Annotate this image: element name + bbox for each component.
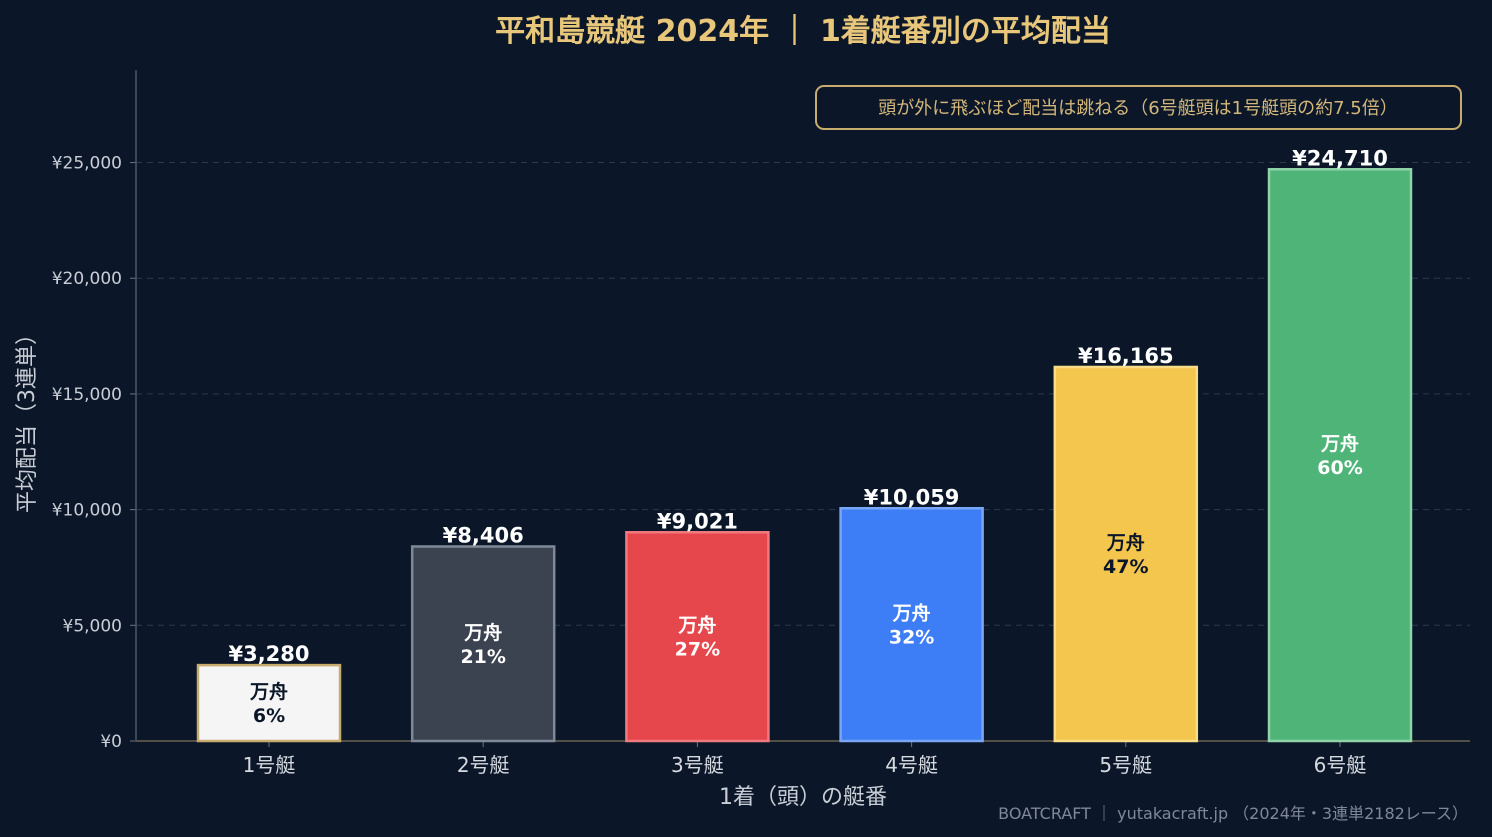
bar-manshu-rate: 32% <box>889 627 934 649</box>
x-tick-label: 6号艇 <box>1314 753 1367 777</box>
bar-manshu-rate: 21% <box>460 646 505 668</box>
bar-manshu-label: 万舟 <box>463 621 502 644</box>
bar-value-label: ¥16,165 <box>1078 344 1174 368</box>
x-tick-label: 3号艇 <box>671 753 724 777</box>
x-tick-label: 1号艇 <box>243 753 296 777</box>
bar-value-label: ¥8,406 <box>443 524 524 548</box>
annotation-text: 頭が外に飛ぶほど配当は跳ねる（6号艇頭は1号艇頭の約7.5倍） <box>878 98 1398 119</box>
y-tick-label: ¥10,000 <box>52 501 122 521</box>
y-tick-label: ¥20,000 <box>52 269 122 289</box>
bar-value-label: ¥24,710 <box>1292 146 1388 170</box>
bar-4 <box>839 507 984 743</box>
bar-manshu-label: 万舟 <box>677 614 716 637</box>
y-tick-label: ¥25,000 <box>52 154 122 174</box>
bar-value-label: ¥3,280 <box>228 642 309 666</box>
bar-manshu-rate: 6% <box>253 705 285 727</box>
bar-manshu-label: 万舟 <box>249 680 288 703</box>
x-axis-title: 1着（頭）の艇番 <box>719 785 887 810</box>
bar-manshu-rate: 47% <box>1103 556 1148 578</box>
annotation-box: 頭が外に飛ぶほど配当は跳ねる（6号艇頭は1号艇頭の約7.5倍） <box>815 85 1462 130</box>
chart-title: 平和島競艇 2024年 ｜ 1着艇番別の平均配当 <box>495 14 1111 49</box>
y-tick-label: ¥15,000 <box>52 385 122 405</box>
x-tick-label: 5号艇 <box>1099 753 1152 777</box>
axis-layer: ¥0 ¥5,000 ¥10,000 ¥15,000 ¥20,000 ¥25,000 1号艇 2… <box>52 70 1470 777</box>
footer-credit: BOATCRAFT ｜ yutakacraft.jp （2024年・3連単218… <box>998 804 1468 823</box>
bar-manshu-rate: 27% <box>675 639 720 661</box>
bar-layer: ¥3,280万舟6%¥8,406万舟21%¥9,021万舟27%¥10,059万… <box>196 146 1413 743</box>
bar-manshu-label: 万舟 <box>892 602 931 625</box>
bar-1 <box>196 663 342 743</box>
bar-value-label: ¥10,059 <box>864 485 960 509</box>
bar-manshu-label: 万舟 <box>1320 432 1359 455</box>
bar-3 <box>625 531 770 743</box>
bar-manshu-rate: 60% <box>1317 457 1362 479</box>
bar-6 <box>1267 168 1413 743</box>
x-tick-label: 2号艇 <box>457 753 510 777</box>
y-tick-label: ¥0 <box>100 732 122 752</box>
y-axis-title: 平均配当（3連単） <box>15 323 40 513</box>
grid-layer <box>136 162 1470 626</box>
annotation-border <box>815 85 1462 130</box>
y-tick-label: ¥5,000 <box>63 616 122 636</box>
bar-manshu-label: 万舟 <box>1106 531 1145 554</box>
bar-5 <box>1053 365 1199 743</box>
x-tick-label: 4号艇 <box>885 753 938 777</box>
bar-2 <box>410 545 556 743</box>
bar-value-label: ¥9,021 <box>657 509 738 533</box>
